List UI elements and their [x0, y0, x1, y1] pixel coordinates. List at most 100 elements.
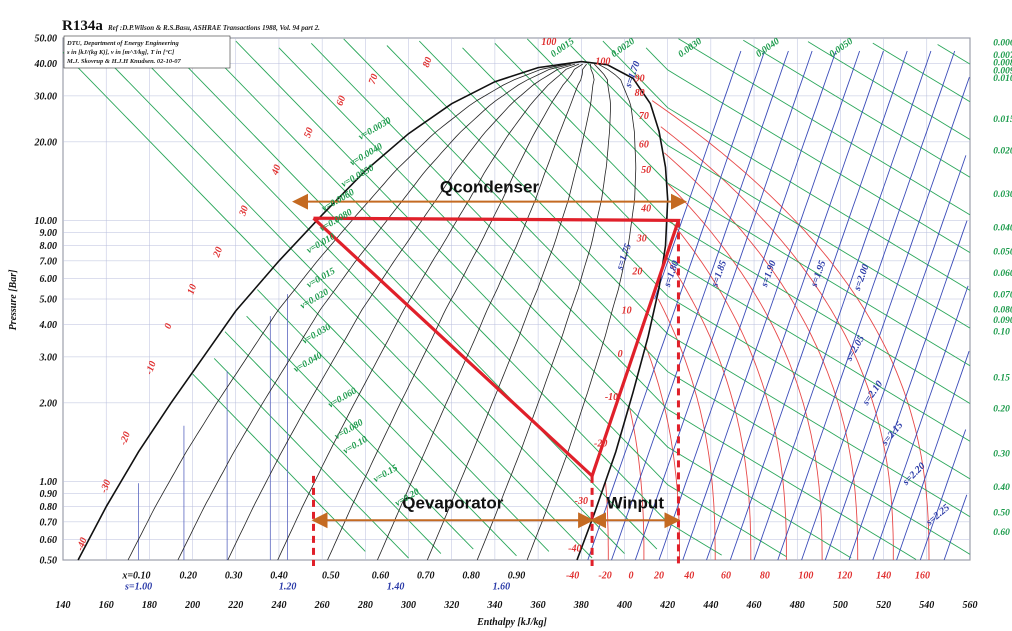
isochore-line	[872, 42, 971, 103]
temperature-label: 20	[631, 267, 642, 278]
y-tick-label: 2.00	[39, 398, 58, 409]
temperature-label: 40	[683, 570, 694, 581]
y-tick-label: 0.50	[40, 556, 58, 567]
isotherm-line	[665, 256, 752, 560]
volume-label: 0.20	[993, 405, 1010, 415]
isochore-line	[570, 45, 971, 329]
isochore-line	[678, 38, 971, 216]
temperature-label: -40	[75, 536, 90, 552]
volume-label: 0.090	[993, 316, 1012, 326]
isentrope-line	[943, 494, 968, 561]
temperature-label: -30	[99, 478, 114, 494]
temperature-label: 70	[639, 111, 649, 122]
evaporator-label: Qevaporator	[402, 493, 503, 512]
isochore-line	[494, 42, 971, 404]
quality-label: 0.70	[417, 570, 435, 581]
volume-label: 0.030	[993, 190, 1012, 200]
volume-label: 0.40	[993, 483, 1010, 493]
volume-label: 0.0070	[993, 51, 1012, 61]
temperature-label: 10	[186, 283, 200, 296]
isentrope-line	[801, 76, 970, 561]
volume-label: 0.070	[993, 291, 1012, 301]
temperature-label: -20	[594, 439, 607, 450]
temperature-label: 0	[618, 349, 623, 360]
volume-label: 0.060	[993, 269, 1012, 279]
chart-title: R134a	[62, 18, 103, 34]
volume-label: 0.60	[993, 528, 1010, 538]
y-tick-label: 20.00	[34, 137, 58, 148]
quality-label: x=0.10	[121, 570, 150, 581]
temperature-label: 20	[653, 570, 664, 581]
temperature-label: 80	[760, 570, 770, 581]
temperature-label: 140	[876, 570, 891, 581]
x-tick-label: 280	[357, 600, 373, 611]
y-tick-label: 8.00	[40, 241, 58, 252]
quality-line	[227, 63, 576, 561]
isochore-line	[343, 38, 971, 555]
x-tick-label: 240	[270, 600, 286, 611]
temperature-label: -40	[566, 570, 579, 581]
isochore-line	[257, 289, 517, 557]
isentrope-line	[611, 50, 789, 561]
isochore-line	[310, 42, 917, 560]
x-tick-label: 140	[56, 600, 71, 611]
temperature-label: 100	[541, 37, 556, 48]
quality-label: 0.20	[180, 570, 198, 581]
quality-label: 0.60	[372, 570, 390, 581]
volume-label: 0.015	[993, 115, 1012, 125]
x-tick-label: 540	[919, 600, 934, 611]
y-tick-label: 0.80	[40, 502, 58, 513]
info-line-2: s in [kJ/(kg K)], v in [m^3/kg], T in [°…	[66, 49, 174, 56]
volume-label: 0.0060	[993, 39, 1012, 49]
x-tick-label: 460	[746, 600, 762, 611]
isotherm-line	[670, 220, 787, 560]
grid-layer: 140 160 180 200 220 240 260 280 300 320 340 360 380 4…	[34, 34, 978, 612]
isentrope-line	[682, 50, 861, 561]
x-tick-label: 400	[616, 600, 632, 611]
cycle-layer: Qcondenser Qevaporator Winput	[292, 178, 687, 566]
quality-line	[327, 63, 583, 561]
y-axis-title: Pressure [Bar]	[8, 269, 19, 331]
y-tick-label: 0.60	[40, 535, 58, 546]
y-tick-label: 30.00	[34, 91, 58, 102]
isentrope-line	[729, 50, 908, 561]
entropy-label: 1.60	[493, 582, 511, 593]
quality-layer	[127, 63, 637, 561]
isentrope-line	[634, 50, 813, 561]
isentrope-line	[919, 429, 967, 561]
temperature-label: 100	[798, 570, 813, 581]
entropy-label: 1.40	[387, 582, 405, 593]
quality-label: 0.80	[462, 570, 480, 581]
isentrope-line	[654, 50, 742, 300]
info-line-1: DTU, Department of Energy Engineering	[66, 40, 180, 47]
temperature-label: -10	[144, 360, 159, 376]
temperature-label: -40	[568, 543, 581, 554]
x-tick-label: 440	[702, 600, 718, 611]
x-tick-label: 260	[314, 600, 330, 611]
x-tick-label: 340	[486, 600, 502, 611]
isochore-line	[246, 315, 474, 550]
x-tick-label: 380	[573, 600, 589, 611]
winput-label: Winput	[607, 493, 665, 512]
isochore-line	[645, 47, 971, 253]
x-tick-label: 180	[142, 600, 157, 611]
volume-label: 0.50	[993, 509, 1010, 519]
temperature-label: -10	[605, 392, 618, 403]
y-tick-label: 50.00	[35, 34, 58, 45]
isochore-line	[159, 38, 658, 550]
volume-label: 0.040	[993, 223, 1012, 233]
temperature-label: 30	[636, 234, 647, 245]
y-tick-label: 4.00	[39, 320, 58, 331]
y-tick-label: 10.00	[35, 216, 58, 227]
chart-reference: Ref :D.P.Wilson & R.S.Basu, ASHRAE Trans…	[107, 24, 320, 32]
y-tick-label: 0.70	[40, 517, 58, 528]
x-tick-label: 480	[789, 600, 805, 611]
temperature-label: 0	[163, 322, 175, 330]
isentrope-line	[706, 50, 884, 561]
isentrope-layer	[138, 50, 970, 561]
info-line-3: M.J. Skovrup & H.J.H Knudsen. 02-10-07	[66, 58, 182, 65]
y-tick-label: 3.00	[39, 352, 58, 363]
quality-line	[127, 63, 568, 561]
